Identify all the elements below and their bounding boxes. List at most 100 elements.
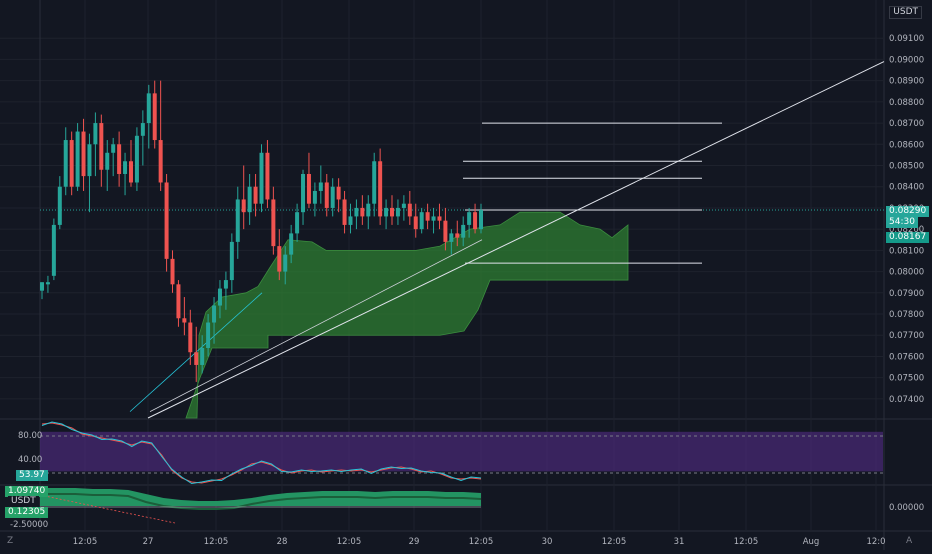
candle-body (40, 282, 44, 291)
price-axis[interactable]: 0.07400 0.07500 0.07600 0.07700 0.07800 0.079… (889, 34, 924, 405)
oscillator-pane[interactable]: 0.00000 -2.50000 (10, 488, 924, 530)
candle-body (128, 161, 133, 183)
candle (253, 173, 258, 217)
candle (413, 203, 418, 238)
osc-tick-label: 0.00000 (889, 503, 924, 513)
candle (348, 203, 353, 234)
time-tick-label: 29 (409, 537, 420, 547)
oscillator-area (40, 488, 481, 506)
candle-body (164, 182, 169, 259)
osc-tick-label: -2.50000 (10, 520, 48, 530)
candle (366, 195, 371, 230)
rsi-tick-label: 40.00 (18, 455, 42, 465)
candle-body (301, 173, 306, 213)
candle (336, 178, 341, 213)
candle (342, 190, 347, 234)
candle-body (324, 182, 329, 208)
candle-body (449, 233, 454, 242)
candle-body (479, 210, 483, 230)
candle (217, 280, 222, 319)
candle-body (425, 212, 430, 221)
candle-body (318, 182, 323, 191)
candle (57, 176, 62, 230)
candle (164, 173, 169, 272)
candle-body (217, 288, 222, 306)
price-tick-label: 0.07600 (889, 352, 924, 362)
candle-body (395, 207, 400, 217)
candle-body (455, 233, 460, 238)
candle (229, 233, 234, 293)
candle (289, 224, 294, 264)
candle (407, 190, 412, 225)
corner-right-icon[interactable]: A (906, 536, 913, 546)
candle-body (384, 207, 389, 217)
candle (117, 131, 122, 187)
candle-body (467, 212, 472, 225)
candle (206, 314, 211, 357)
price-tick-label: 0.07900 (889, 289, 924, 299)
candle (51, 218, 56, 281)
candle (194, 326, 199, 382)
candle (467, 207, 472, 238)
candle (200, 335, 205, 374)
rsi-pane[interactable]: 80.00 40.00 (18, 421, 883, 485)
time-tick-label: 12:05 (73, 537, 98, 547)
candle (354, 199, 359, 230)
candle (176, 280, 181, 327)
time-tick-label: 12:05 (469, 537, 494, 547)
candle-body (330, 186, 335, 208)
candle-body (229, 241, 234, 281)
candle (301, 169, 306, 225)
price-tick-label: 0.09100 (889, 34, 924, 44)
candle (140, 110, 145, 166)
candle (283, 246, 288, 285)
candle (401, 195, 406, 221)
price-tick-label: 0.08900 (889, 77, 924, 87)
candle-body (407, 203, 412, 217)
candle (312, 182, 317, 217)
price-plot[interactable] (40, 61, 885, 419)
candle (212, 297, 217, 344)
currency-label: USDT (889, 6, 922, 19)
candle-body (253, 186, 258, 204)
candle-body (289, 233, 294, 255)
price-tick-label: 0.08500 (889, 162, 924, 172)
rsi-band (40, 431, 883, 472)
price-tick-label: 0.08100 (889, 246, 924, 256)
osc-value-tag-bottom: 0.12305 (5, 507, 49, 518)
candle-body (354, 207, 359, 217)
candle-body (75, 131, 80, 187)
candle (395, 199, 400, 225)
candle (324, 173, 329, 217)
candle-body (259, 152, 264, 204)
candle (390, 195, 395, 225)
candle-body (140, 123, 145, 136)
candle-body (69, 140, 74, 187)
candle-body (312, 190, 317, 204)
rsi-tick-label: 80.00 (18, 431, 42, 441)
candle (87, 133, 92, 213)
ichimoku-cloud (185, 211, 629, 419)
oscillator-inner-line (40, 493, 482, 510)
candle-body (401, 203, 406, 208)
time-tick-label: 12:05 (734, 537, 759, 547)
candle-body (105, 152, 110, 170)
candle (223, 271, 228, 310)
candle-body (277, 246, 282, 272)
osc-value-tag-top: 1.09740 (5, 486, 49, 497)
candle-body (158, 140, 163, 183)
price-tick-label: 0.08400 (889, 183, 924, 193)
candle (306, 152, 311, 208)
candle-body (63, 140, 68, 187)
corner-left-icon[interactable]: Z (7, 536, 14, 546)
candle-body (336, 186, 341, 200)
time-tick-label: 27 (143, 537, 154, 547)
candle-body (247, 186, 252, 213)
time-axis[interactable]: 12:05 27 12:05 28 12:05 29 12:05 30 12:05 31 12:05… (73, 537, 886, 547)
candle-body (123, 161, 128, 174)
candle-body (378, 161, 383, 217)
candle-body (188, 322, 193, 353)
price-tick-label: 0.09000 (889, 55, 924, 65)
